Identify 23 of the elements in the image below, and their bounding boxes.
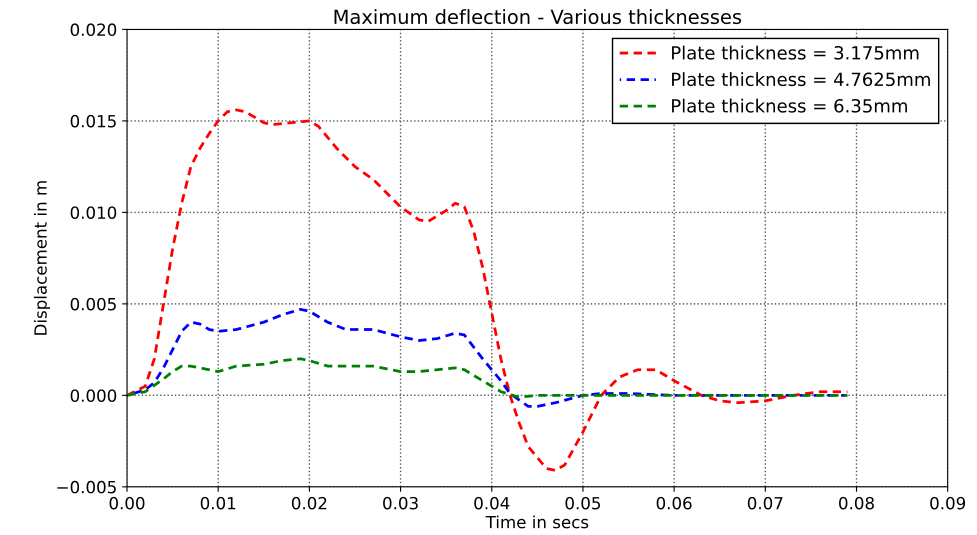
- x-tick-label: 0.03: [383, 496, 418, 510]
- y-tick-label: 0.010: [70, 206, 116, 219]
- y-tick-label: −0.005: [57, 480, 116, 494]
- x-tick-label: 0.02: [292, 496, 326, 510]
- y-tick-label: 0.005: [70, 298, 116, 310]
- chart-title: Maximum deflection - Various thicknesses: [334, 9, 742, 24]
- legend-label: Plate thickness = 4.7625mm: [672, 72, 930, 86]
- y-tick-label: 0.015: [70, 114, 116, 128]
- y-axis-title: Displacement in m: [34, 181, 50, 335]
- x-tick-label: 0.01: [200, 496, 236, 510]
- x-tick-label: 0.09: [930, 496, 966, 510]
- legend-label: Plate thickness = 3.175mm: [672, 46, 918, 60]
- x-tick-label: 0.05: [565, 496, 600, 510]
- legend-label: Plate thickness = 6.35mm: [672, 98, 907, 113]
- x-tick-label: 0.04: [474, 496, 510, 510]
- x-tick-label: 0.08: [839, 496, 874, 510]
- x-axis-title: Time in secs: [486, 515, 588, 528]
- x-tick-label: 0.00: [110, 496, 144, 510]
- x-tick-label: 0.07: [748, 496, 782, 510]
- y-tick-label: 0.020: [70, 23, 116, 36]
- line-series: [127, 357, 849, 399]
- x-tick-label: 0.06: [656, 496, 692, 510]
- y-tick-label: 0.000: [70, 389, 116, 402]
